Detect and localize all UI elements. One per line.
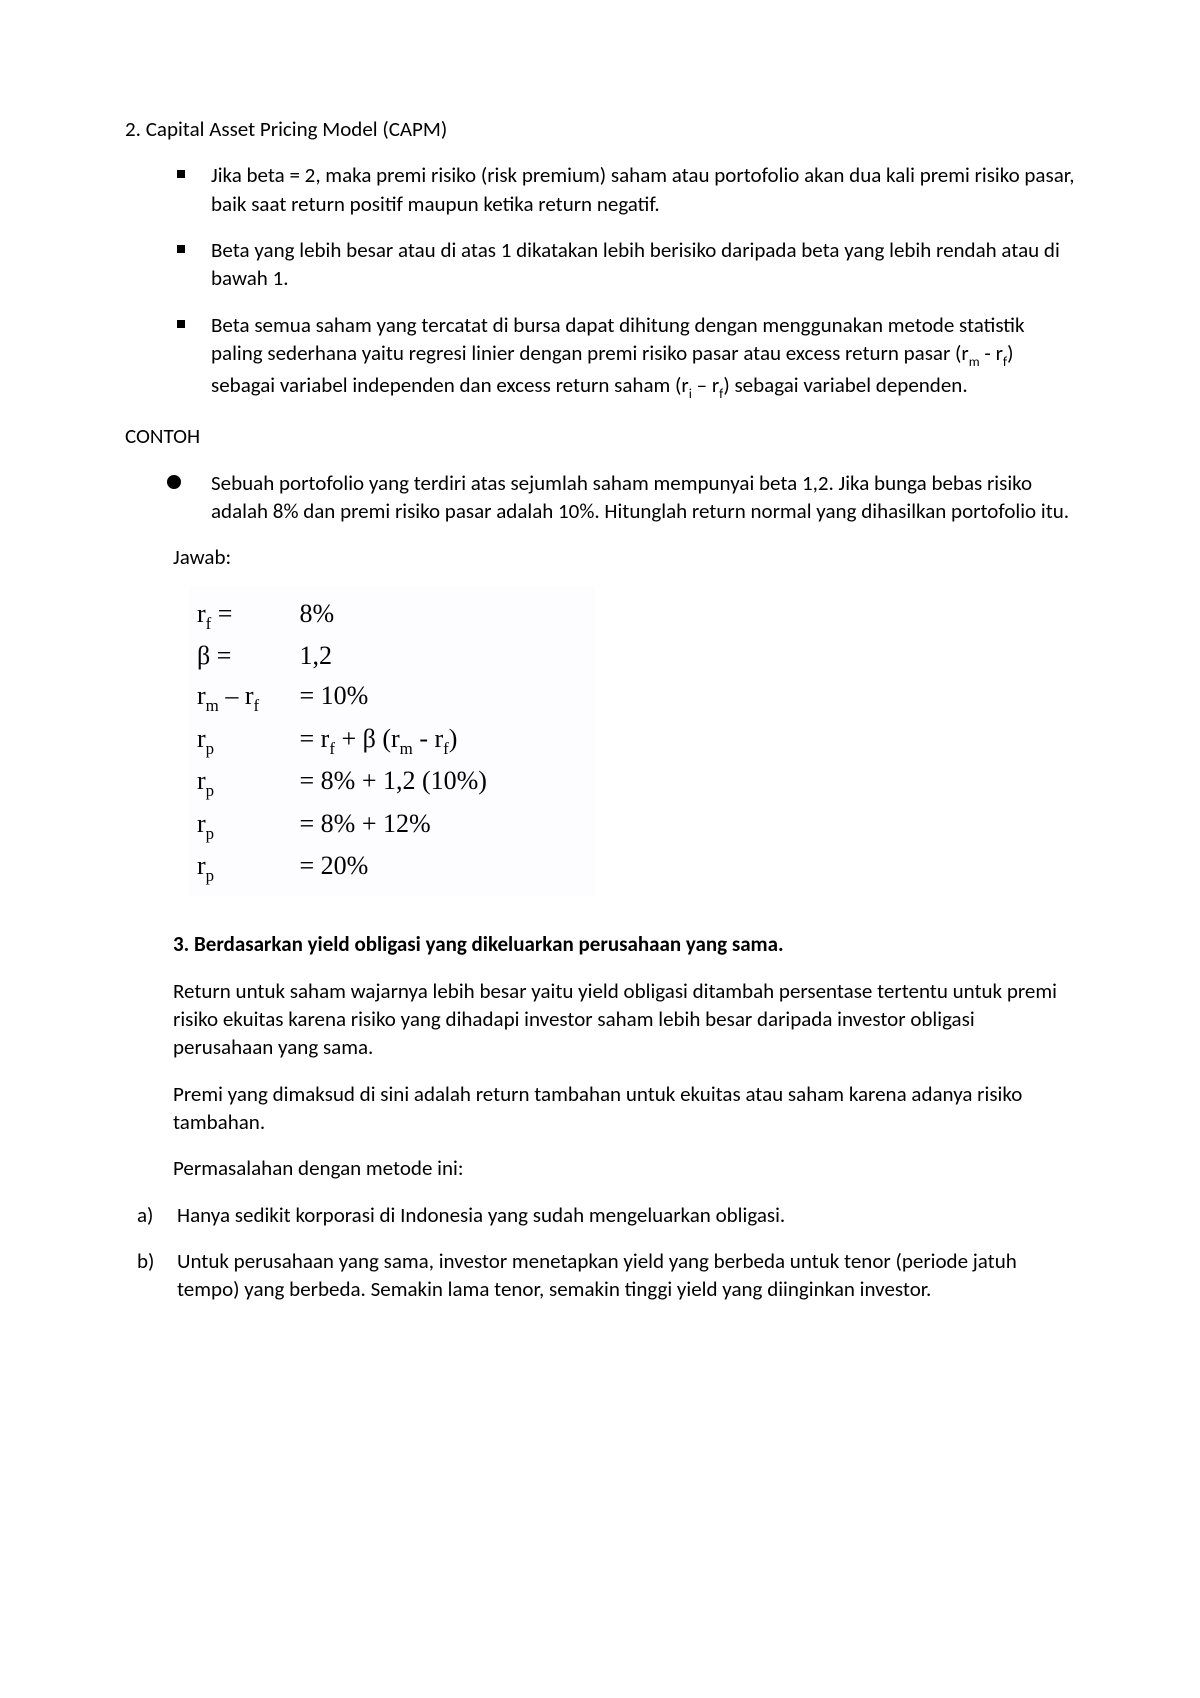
section-3-title: 3. Berdasarkan yield obligasi yang dikel…	[173, 930, 1075, 958]
formula-row: rp = 8% + 12%	[197, 804, 587, 846]
section-2-title: 2. Capital Asset Pricing Model (CAPM)	[125, 115, 1075, 143]
formula-row: rp = rf + β (rm - rf)	[197, 719, 587, 761]
formula-lhs: rp	[197, 761, 293, 803]
formula-rhs: = rf + β (rm - rf)	[293, 724, 457, 753]
formula-row: rf = 8%	[197, 594, 587, 636]
formula-rhs: = 8% + 12%	[293, 809, 431, 838]
formula-lhs: rp	[197, 719, 293, 761]
document-page: 2. Capital Asset Pricing Model (CAPM) Ji…	[0, 0, 1200, 1698]
bullet-item: Beta semua saham yang tercatat di bursa …	[177, 311, 1075, 403]
example-label: CONTOH	[125, 422, 1075, 450]
lettered-text: Untuk perusahaan yang sama, investor men…	[177, 1248, 1017, 1302]
example-list: Sebuah portofolio yang terdiri atas seju…	[125, 469, 1075, 526]
formula-row: rp = 8% + 1,2 (10%)	[197, 761, 587, 803]
formula-block: rf = 8%β = 1,2rm – rf = 10%rp = rf + β (…	[189, 586, 595, 897]
paragraph: Premi yang dimaksud di sini adalah retur…	[173, 1080, 1075, 1137]
example-text: Sebuah portofolio yang terdiri atas seju…	[211, 470, 1069, 524]
bullet-text: Beta semua saham yang tercatat di bursa …	[211, 312, 1025, 398]
bullet-item: Beta yang lebih besar atau di atas 1 dik…	[177, 236, 1075, 293]
list-marker: a)	[137, 1201, 153, 1229]
formula-lhs: rm – rf	[197, 676, 293, 718]
section-2-bullet-list: Jika beta = 2, maka premi risiko (risk p…	[125, 161, 1075, 402]
formula-lhs: rf =	[197, 594, 293, 636]
formula-rhs: = 8% + 1,2 (10%)	[293, 766, 487, 795]
lettered-item: a) Hanya sedikit korporasi di Indonesia …	[137, 1201, 1075, 1229]
bullet-text: Jika beta = 2, maka premi risiko (risk p…	[211, 162, 1075, 216]
paragraph: Return untuk saham wajarnya lebih besar …	[173, 977, 1075, 1062]
formula-lhs: β =	[197, 636, 293, 676]
lettered-list: a) Hanya sedikit korporasi di Indonesia …	[125, 1201, 1075, 1304]
formula-row: rp = 20%	[197, 846, 587, 888]
formula-row: rm – rf = 10%	[197, 676, 587, 718]
formula-rhs: 1,2	[293, 641, 332, 670]
formula-rhs: = 10%	[293, 681, 368, 710]
formula-lhs: rp	[197, 804, 293, 846]
formula-rhs: = 20%	[293, 851, 368, 880]
bullet-item: Jika beta = 2, maka premi risiko (risk p…	[177, 161, 1075, 218]
paragraph: Permasalahan dengan metode ini:	[173, 1154, 1075, 1182]
example-item: Sebuah portofolio yang terdiri atas seju…	[161, 469, 1075, 526]
bullet-text: Beta yang lebih besar atau di atas 1 dik…	[211, 237, 1060, 291]
formula-rhs: 8%	[293, 599, 334, 628]
formula-lhs: rp	[197, 846, 293, 888]
lettered-item: b) Untuk perusahaan yang sama, investor …	[137, 1247, 1075, 1304]
answer-label: Jawab:	[173, 543, 1075, 571]
formula-row: β = 1,2	[197, 636, 587, 676]
lettered-text: Hanya sedikit korporasi di Indonesia yan…	[177, 1202, 785, 1228]
list-marker: b)	[137, 1247, 154, 1275]
